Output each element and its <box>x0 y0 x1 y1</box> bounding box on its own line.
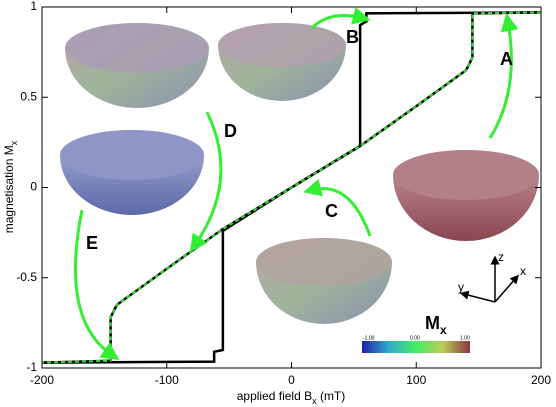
x-tick-label: 0 <box>288 373 295 387</box>
x-tick-label: 200 <box>531 373 551 387</box>
hemisphere <box>218 23 346 101</box>
y-tick-label: 0 <box>30 180 37 194</box>
hemisphere <box>256 238 392 324</box>
hemisphere-images <box>60 23 539 324</box>
colorbar <box>362 341 470 353</box>
axis-letter: x <box>520 264 526 278</box>
hemisphere <box>393 150 539 241</box>
arrows <box>73 7 519 361</box>
arrow <box>310 7 371 30</box>
x-tick-label: 100 <box>406 373 426 387</box>
y-tick-label: 1 <box>30 0 37 13</box>
arrow <box>303 179 372 237</box>
annotation: B <box>346 27 359 47</box>
colorbar-label: 0.00 <box>410 335 420 341</box>
annotation: C <box>325 201 338 221</box>
arrow <box>73 209 120 361</box>
x-axis-label: applied field Bx (mT) <box>237 389 346 406</box>
x-tick-label: -100 <box>155 373 179 387</box>
colorbar-label: 1.00 <box>460 335 470 341</box>
hemisphere <box>65 23 209 108</box>
colorbar-title: Mx <box>425 313 447 337</box>
annotation: E <box>86 233 98 253</box>
annotation: A <box>500 49 513 69</box>
colorbar-label: -1.00 <box>363 335 375 341</box>
annotation: D <box>224 121 237 141</box>
arrow <box>189 111 223 253</box>
arrow <box>488 13 519 139</box>
axis-letter: z <box>498 250 504 264</box>
y-axis-label: magnetisation Mx <box>2 140 19 233</box>
axes-triad <box>459 255 519 303</box>
x-tick-label: -200 <box>30 373 54 387</box>
y-tick-label: -1 <box>26 360 37 374</box>
hemisphere <box>60 130 204 215</box>
axis-letter: y <box>458 280 464 294</box>
y-tick-label: 0.5 <box>20 89 37 103</box>
line-series <box>41 11 542 364</box>
y-tick-label: -0.5 <box>16 270 37 284</box>
